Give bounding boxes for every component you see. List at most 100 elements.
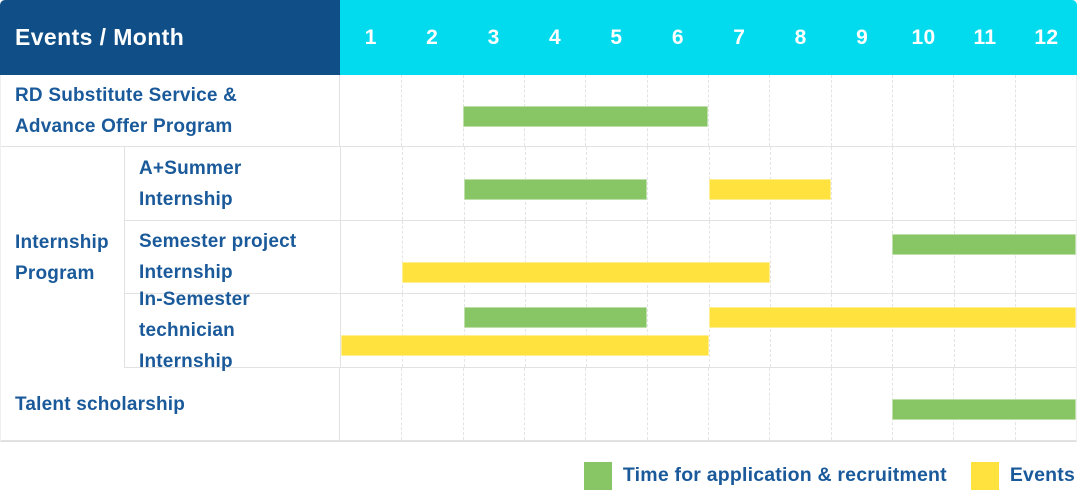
month-gridline bbox=[1014, 75, 1016, 146]
month-gridline bbox=[892, 75, 893, 146]
month-gridline bbox=[953, 221, 955, 293]
row-label-line: Semester project bbox=[139, 231, 297, 252]
chart-area bbox=[341, 294, 1076, 367]
chart-area bbox=[341, 147, 1076, 220]
month-header-2: 2 bbox=[426, 25, 439, 49]
events-month-header-cell: Events / Month bbox=[0, 0, 340, 75]
month-header-1: 1 bbox=[364, 25, 377, 49]
row-label-line: Advance Offer Program bbox=[15, 115, 233, 137]
row-label-line: Internship bbox=[15, 231, 109, 253]
row-label-line: Talent scholarship bbox=[15, 393, 186, 415]
gantt-bar-green bbox=[463, 307, 648, 328]
legend-item-green: Time for application & recruitment bbox=[583, 461, 947, 490]
group-internship-program: Internship Program A+Summer Internship Semes… bbox=[1, 147, 1076, 372]
row-label-line: Internship bbox=[139, 262, 233, 283]
month-gridline bbox=[647, 147, 649, 220]
month-gridline bbox=[646, 368, 648, 440]
month-gridline bbox=[585, 368, 587, 440]
row-label-line: A+Summer bbox=[139, 157, 242, 179]
month-gridline bbox=[708, 75, 709, 146]
month-gridline bbox=[401, 368, 403, 440]
month-header-7: 7 bbox=[733, 25, 746, 49]
chart-area bbox=[340, 368, 1076, 440]
row-label-talent-scholarship: Talent scholarship bbox=[1, 368, 340, 440]
month-gridline bbox=[953, 75, 955, 146]
gantt-bar-green bbox=[892, 399, 1076, 420]
month-header-3: 3 bbox=[487, 25, 500, 49]
month-header-4: 4 bbox=[548, 25, 561, 49]
month-gridline bbox=[830, 368, 832, 440]
month-gridline bbox=[402, 147, 404, 220]
gantt-bar-yellow bbox=[708, 307, 1076, 328]
chart-area bbox=[340, 75, 1076, 146]
month-gridline bbox=[892, 221, 894, 293]
month-gridline bbox=[953, 294, 955, 367]
gantt-bar-green bbox=[892, 234, 1076, 255]
month-gridline bbox=[708, 368, 709, 440]
gantt-bar-green bbox=[463, 178, 648, 200]
month-header-12: 12 bbox=[1034, 25, 1059, 49]
month-gridline bbox=[524, 368, 525, 440]
month-gridline bbox=[831, 221, 832, 293]
month-gridline bbox=[1014, 294, 1016, 367]
row-label-in-semester-technician-internship: In-Semester technician Internship bbox=[125, 289, 341, 372]
group-label-internship-program: Internship Program bbox=[1, 147, 125, 368]
chart-area bbox=[341, 221, 1076, 293]
legend-swatch-yellow bbox=[970, 461, 999, 490]
month-gridline bbox=[708, 294, 710, 367]
month-header-11: 11 bbox=[973, 25, 997, 49]
gantt-bar-green bbox=[462, 105, 708, 127]
group-subrows: A+Summer Internship Semester project Intern… bbox=[125, 147, 1076, 372]
month-header-9: 9 bbox=[856, 25, 869, 49]
row-label-rd-substitute-service-advance-offer-program: RD Substitute Service & Advance Offer Pro… bbox=[1, 75, 340, 146]
legend-item-yellow: Events bbox=[970, 461, 1075, 490]
month-header-8: 8 bbox=[794, 25, 807, 49]
month-header-row: 1 2 3 4 5 6 7 8 9 10 11 12 bbox=[340, 0, 1077, 75]
month-header-10: 10 bbox=[911, 25, 936, 49]
legend-swatch-green bbox=[583, 461, 612, 490]
month-gridline bbox=[1014, 147, 1016, 220]
row-label-line: Program bbox=[15, 262, 95, 284]
row-rd-substitute-service-advance-offer-program: RD Substitute Service & Advance Offer Pro… bbox=[1, 75, 1076, 147]
row-semester-project-internship: Semester project Internship bbox=[125, 221, 1076, 294]
month-gridline bbox=[769, 368, 771, 440]
legend: Time for application & recruitment Events bbox=[0, 442, 1077, 494]
month-gridline bbox=[892, 147, 894, 220]
row-in-semester-technician-internship: In-Semester technician Internship bbox=[125, 289, 1076, 372]
month-gridline bbox=[462, 368, 464, 440]
month-gridline bbox=[892, 294, 894, 367]
table-header-row: Events / Month 1 2 3 4 5 6 7 8 9 10 11 12 bbox=[0, 0, 1077, 75]
gantt-bar-yellow bbox=[341, 335, 709, 356]
month-gridline bbox=[769, 294, 771, 367]
month-gridline bbox=[647, 294, 649, 367]
month-gridline bbox=[831, 147, 832, 220]
row-a-summer-internship: A+Summer Internship bbox=[125, 147, 1076, 221]
month-gridline bbox=[524, 294, 526, 367]
table-body: RD Substitute Service & Advance Offer Pro… bbox=[0, 75, 1077, 442]
month-gridline bbox=[953, 147, 955, 220]
month-gridline bbox=[831, 294, 832, 367]
month-gridline bbox=[769, 221, 771, 293]
row-talent-scholarship: Talent scholarship bbox=[1, 368, 1076, 441]
month-header-6: 6 bbox=[671, 25, 684, 49]
legend-label: Events bbox=[1009, 464, 1075, 486]
row-label-line: technician Internship bbox=[139, 320, 235, 372]
row-label-line: Internship bbox=[139, 188, 233, 210]
month-gridline bbox=[402, 294, 404, 367]
month-gridline bbox=[830, 75, 832, 146]
row-label-semester-project-internship: Semester project Internship bbox=[125, 221, 341, 293]
month-gridline bbox=[586, 294, 587, 367]
month-gridline bbox=[463, 294, 465, 367]
legend-label: Time for application & recruitment bbox=[622, 464, 947, 486]
gantt-bar-yellow bbox=[402, 262, 770, 283]
row-label-line: RD Substitute Service & bbox=[15, 84, 238, 106]
row-label-line: In-Semester bbox=[139, 289, 250, 310]
month-gridline bbox=[1014, 221, 1016, 293]
gantt-bar-yellow bbox=[708, 178, 831, 200]
month-gridline bbox=[401, 75, 403, 146]
month-gridline bbox=[769, 75, 771, 146]
month-header-5: 5 bbox=[610, 25, 623, 49]
row-label-a-summer-internship: A+Summer Internship bbox=[125, 147, 341, 220]
